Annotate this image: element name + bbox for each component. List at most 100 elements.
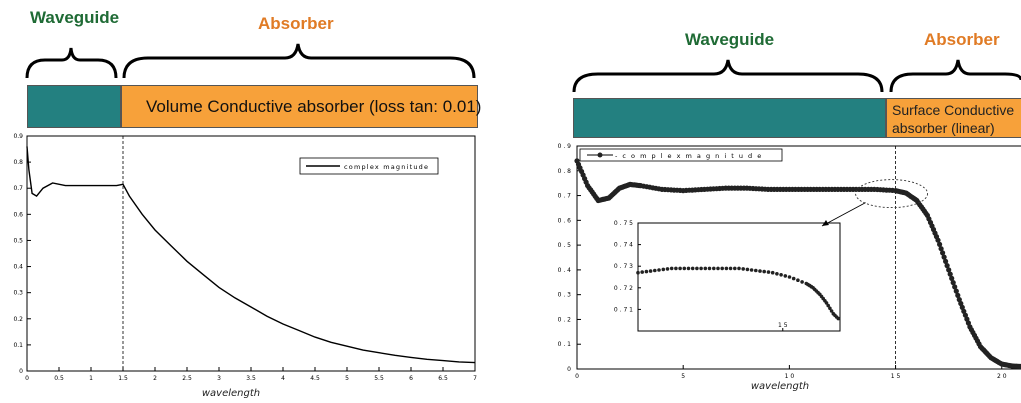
right-inset-point — [716, 266, 720, 271]
right-series-point — [1018, 363, 1021, 370]
left-x-tick-label: 5 — [345, 375, 349, 382]
right-series-point — [950, 280, 956, 286]
left-y-tick-label: 0.6 — [13, 211, 23, 218]
right-y-tick-label: 0 . 8 — [558, 168, 572, 175]
right-x-tick-label: 1 5 — [891, 373, 901, 380]
right-inset-point — [644, 269, 649, 274]
right-inset-point — [653, 268, 657, 273]
right-series-point — [947, 271, 953, 277]
left-absorber-brace — [122, 43, 476, 79]
right-inset-point — [770, 270, 775, 275]
left-y-tick-label: 0.9 — [13, 133, 23, 140]
left-x-tick-label: 2.5 — [182, 375, 192, 382]
left-waveguide-title: Waveguide — [30, 8, 120, 27]
left-y-tick-label: 0.1 — [13, 342, 23, 349]
right-inset-point — [754, 268, 758, 273]
right-inset-point — [720, 266, 724, 271]
left-x-tick-label: 7 — [473, 375, 477, 382]
right-inset-point — [661, 267, 666, 272]
right-x-tick-label: 5 — [681, 373, 685, 380]
right-inset-point — [826, 303, 830, 308]
right-inset-point — [800, 280, 804, 284]
right-inset-point — [836, 316, 841, 321]
right-absorber-bar-label-line1: Surface Conductive — [892, 102, 1015, 118]
right-chart: 0 0 . 1 0 . 2 0 . 3 0 . 4 0 . 5 0 . 6 0 . 7 0 . … — [558, 143, 1021, 392]
left-x-tick-label: 5.5 — [374, 375, 384, 382]
left-y-tick-label: 0.7 — [13, 185, 23, 192]
right-inset-point — [796, 278, 800, 282]
right-series-point — [961, 308, 967, 314]
left-x-axis-label: wavelength — [202, 388, 260, 399]
right-inset-point — [766, 270, 771, 274]
right-inset-point — [703, 266, 708, 271]
right-y-tick-label: 0 . 7 — [558, 193, 572, 200]
right-series-complex-magnitude — [574, 158, 1021, 370]
right-y-tick-label: 0 . 2 — [558, 316, 572, 323]
right-absorber-title: Absorber — [924, 30, 1000, 49]
right-y-tick-label: 0 . 3 — [558, 292, 572, 299]
right-series-point — [952, 284, 958, 290]
right-inset-point — [728, 266, 733, 271]
left-waveguide-bar — [27, 85, 121, 128]
left-x-tick-label: 0.5 — [54, 375, 64, 382]
right-series-point — [943, 258, 949, 264]
left-x-tick-label: 1.5 — [118, 375, 128, 382]
right-y-tick-label: 0 . 9 — [558, 143, 572, 150]
right-series-point — [964, 316, 970, 322]
left-y-tick-label: 0.3 — [13, 290, 23, 297]
left-x-tick-label: 4.5 — [310, 375, 320, 382]
right-absorber-bar-label-line2: absorber (linear) — [892, 120, 995, 136]
right-absorber-bar: Surface Conductive absorber (linear) — [886, 98, 1021, 138]
right-inset-point — [686, 266, 691, 271]
right-series-point — [953, 288, 959, 294]
left-x-tick-label: 3 — [217, 375, 221, 382]
left-absorber-title: Absorber — [258, 14, 334, 33]
left-x-tick-label: 6 — [409, 375, 413, 382]
right-inset-point — [695, 266, 699, 271]
right-y-tick-label: 0 . 1 — [558, 341, 572, 348]
left-chart: 0 0.1 0.2 0.3 0.4 0.5 0.6 0.7 0.8 0.9 0 0.5 1 1.5 2 2.5… — [13, 133, 477, 399]
right-inset-y-tick-label: 0 . 7 4 — [614, 242, 633, 249]
right-inset-point — [640, 270, 644, 274]
left-legend-label: complex magnitude — [344, 163, 429, 171]
right-inset-point — [678, 266, 682, 271]
left-absorber-bar: Volume Conductive absorber (loss tan: 0.… — [121, 85, 481, 128]
left-x-tick-label: 4 — [281, 375, 285, 382]
right-inset-series — [636, 266, 841, 321]
right-inset-x-tick-label: 1 5 — [778, 322, 788, 329]
right-y-tick-label: 0 . 4 — [558, 267, 572, 274]
right-inset-point — [749, 268, 754, 272]
right-inset-y-tick-label: 0 . 7 5 — [614, 220, 633, 227]
right-inset-point — [712, 266, 716, 271]
right-inset-point — [669, 266, 674, 271]
right-inset-point — [741, 267, 745, 271]
right-series-point — [946, 267, 952, 273]
right-legend-box — [579, 148, 783, 162]
right-x-axis-label: wavelength — [751, 381, 809, 392]
left-plot-frame — [26, 135, 476, 372]
right-inset-point — [824, 301, 829, 305]
right-series-point — [965, 320, 971, 326]
left-x-tick-label: 3.5 — [246, 375, 256, 382]
right-inset-point — [787, 275, 792, 279]
right-y-tick-label: 0 — [567, 366, 571, 373]
right-inset-point — [737, 266, 741, 271]
right-zoom-arrow-head — [822, 220, 829, 226]
right-inset-point — [636, 270, 640, 275]
right-inset-y-tick-label: 0 . 7 3 — [614, 263, 633, 270]
right-series-point — [938, 246, 944, 252]
right-inset-point — [707, 266, 712, 271]
left-y-tick-label: 0.4 — [13, 264, 23, 271]
right-inset-y-tick-label: 0 . 7 1 — [614, 306, 633, 313]
right-inset-point — [690, 266, 695, 271]
left-x-tick-label: 2 — [153, 375, 157, 382]
right-x-tick-label: 1 0 — [785, 373, 795, 380]
left-series-complex-magnitude — [26, 146, 476, 364]
right-inset-point — [828, 306, 832, 311]
right-inset-point — [674, 266, 678, 271]
right-legend-label: - c o m p l e x m a g n i t u d e — [615, 152, 763, 160]
right-series-point — [962, 312, 968, 318]
right-series-point — [956, 297, 962, 303]
right-series-point — [949, 275, 955, 281]
right-waveguide-title: Waveguide — [685, 30, 775, 49]
